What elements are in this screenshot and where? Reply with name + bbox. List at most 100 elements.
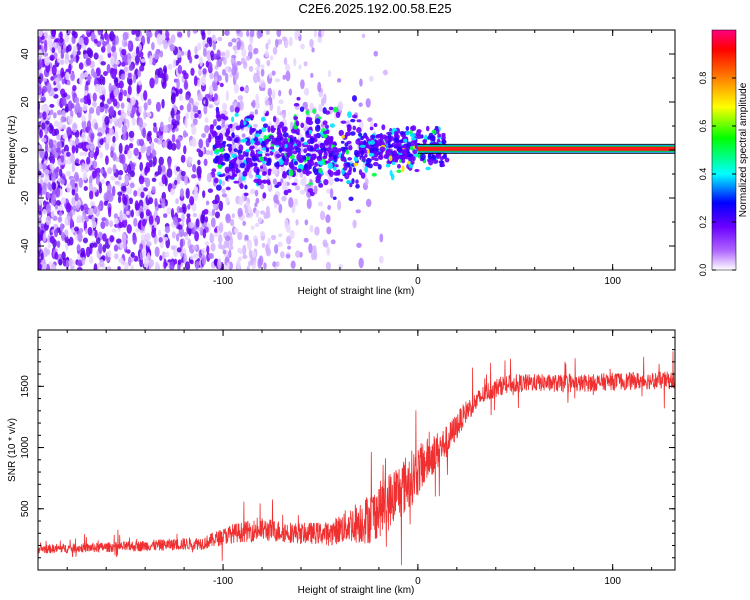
spectrogram-noise-blob [38, 195, 42, 206]
spectrogram-band-blob [349, 182, 353, 188]
spectrogram-noise-blob [193, 190, 199, 201]
spectrogram-band-blob [268, 135, 275, 140]
spectrogram-band-blob [266, 179, 271, 184]
spectrogram-noise-blob [178, 88, 183, 95]
spectrogram-band-blob [422, 139, 428, 143]
spectrogram-band-blob [293, 116, 299, 121]
spectrogram-noise-blob [44, 168, 50, 175]
spectrogram-noise-blob [158, 204, 163, 209]
spectrogram-noise-blob [205, 150, 211, 156]
spectrogram-band-blob [401, 158, 406, 164]
spectrogram-noise-blob [265, 42, 269, 50]
spectrogram-noise-blob [185, 187, 190, 199]
snr-y-ticks: 500 1000 1500 [20, 336, 675, 571]
spectrogram-noise-blob [127, 103, 133, 112]
spectrogram-band-blob [401, 133, 406, 138]
spectrogram-band-blob [355, 183, 360, 189]
spectrogram-noise-blob [122, 134, 127, 141]
spectrogram-noise-blob [135, 36, 139, 42]
spectrogram-band-blob [344, 142, 349, 147]
spectrogram-noise-blob [295, 185, 301, 191]
spectrogram-noise-blob [176, 49, 182, 59]
spectrogram-noise-blob [128, 142, 134, 149]
spectrogram-band-blob [218, 155, 224, 163]
spectrogram-noise-blob [72, 45, 78, 52]
spectrogram-noise-blob [352, 219, 357, 229]
spectrogram-noise-blob [78, 62, 84, 70]
spectrogram-noise-blob [193, 104, 199, 113]
spectrogram-noise-blob [161, 251, 166, 260]
spectrogram-noise-blob [225, 196, 230, 204]
spectrogram-noise-blob [59, 168, 63, 177]
y-tick-label: -20 [20, 190, 31, 205]
spectrogram-noise-blob [118, 221, 124, 229]
spectrogram-band-blob [220, 113, 226, 119]
spectrogram-noise-blob [136, 85, 141, 95]
spectrogram-noise-blob [38, 49, 43, 58]
spectrogram-band-blob [307, 159, 312, 165]
spectrogram-noise-blob [241, 133, 246, 138]
spectrogram-band-blob [261, 127, 267, 133]
spectrogram-noise-blob [70, 72, 76, 82]
spectrogram-band-blob [355, 179, 359, 184]
spectrogram-noise-blob [226, 261, 230, 269]
spectrogram-band-blob [288, 161, 293, 168]
spectrogram-band-blob [328, 138, 333, 144]
spectrogram-noise-blob [124, 204, 129, 210]
spectrogram-band-blob [345, 149, 350, 155]
spectrogram-band-blob [369, 126, 374, 131]
spectrogram-noise-blob [285, 63, 291, 72]
spectrogram-noise-blob [317, 201, 324, 207]
spectrogram-noise-blob [231, 66, 237, 76]
spectrogram-noise-blob [209, 149, 214, 156]
spectrogram-noise-blob [90, 68, 95, 77]
spectrogram-band-blob [351, 95, 358, 102]
spectrogram-noise-blob [212, 82, 218, 92]
spectrogram-noise-blob [239, 250, 243, 255]
spectrogram-noise-blob [124, 174, 129, 186]
spectrogram-noise-blob [166, 207, 172, 215]
colorbar-tick-label: 0.4 [698, 168, 708, 181]
spectrogram-noise-blob [97, 30, 103, 36]
spectrogram-noise-blob [63, 58, 69, 65]
spectrogram-noise-blob [154, 74, 159, 85]
spectrogram-noise-blob [140, 58, 146, 63]
spectrogram-band-blob [416, 133, 422, 140]
spectrogram-noise-blob [126, 249, 131, 254]
spectrogram-noise-blob [137, 187, 141, 197]
spectrogram-noise-blob [170, 107, 175, 119]
spectrogram-noise-blob [178, 94, 184, 101]
spectrogram-noise-blob [311, 47, 315, 53]
spectrogram-noise-blob [250, 188, 256, 195]
spectrogram-noise-blob [148, 215, 154, 225]
spectrogram-noise-blob [99, 74, 104, 86]
spectrogram-noise-blob [355, 209, 361, 214]
spectrogram-noise-blob [221, 122, 226, 128]
spectrogram-band-blob [224, 153, 231, 160]
spectrogram-band-blob [313, 143, 320, 150]
spectrogram-noise-blob [58, 258, 63, 266]
spectrogram-noise-blob [150, 141, 155, 151]
spectrogram-noise-blob [41, 85, 48, 93]
snr-x-axis-label: Height of straight line (km) [298, 585, 415, 596]
spectrogram-noise-blob [163, 258, 167, 270]
spectrogram-noise-blob [281, 185, 288, 191]
spectrogram-noise-blob [78, 106, 83, 113]
spectrogram-band-blob [299, 106, 305, 113]
spectrogram-band-blob [388, 155, 393, 162]
spectrogram-band-blob [337, 148, 342, 153]
spectrogram-noise-blob [223, 265, 228, 270]
spectrogram-noise-blob [191, 125, 197, 136]
spectrogram-noise-blob [87, 226, 93, 236]
spectrogram-noise-blob [252, 99, 256, 109]
spectrogram-noise-blob [121, 124, 128, 136]
spectrogram-noise-blob [295, 250, 301, 258]
spectrogram-noise-blob [356, 242, 362, 248]
spectrogram-noise-blob [100, 221, 106, 230]
spectrogram-noise-blob [224, 235, 231, 242]
spectrogram-noise-blob [106, 250, 112, 258]
spectrogram-band-blob [227, 124, 233, 129]
y-tick-label: 1000 [20, 436, 31, 459]
spectrogram-band-blob [305, 130, 310, 136]
spectrogram-noise-blob [236, 259, 241, 270]
